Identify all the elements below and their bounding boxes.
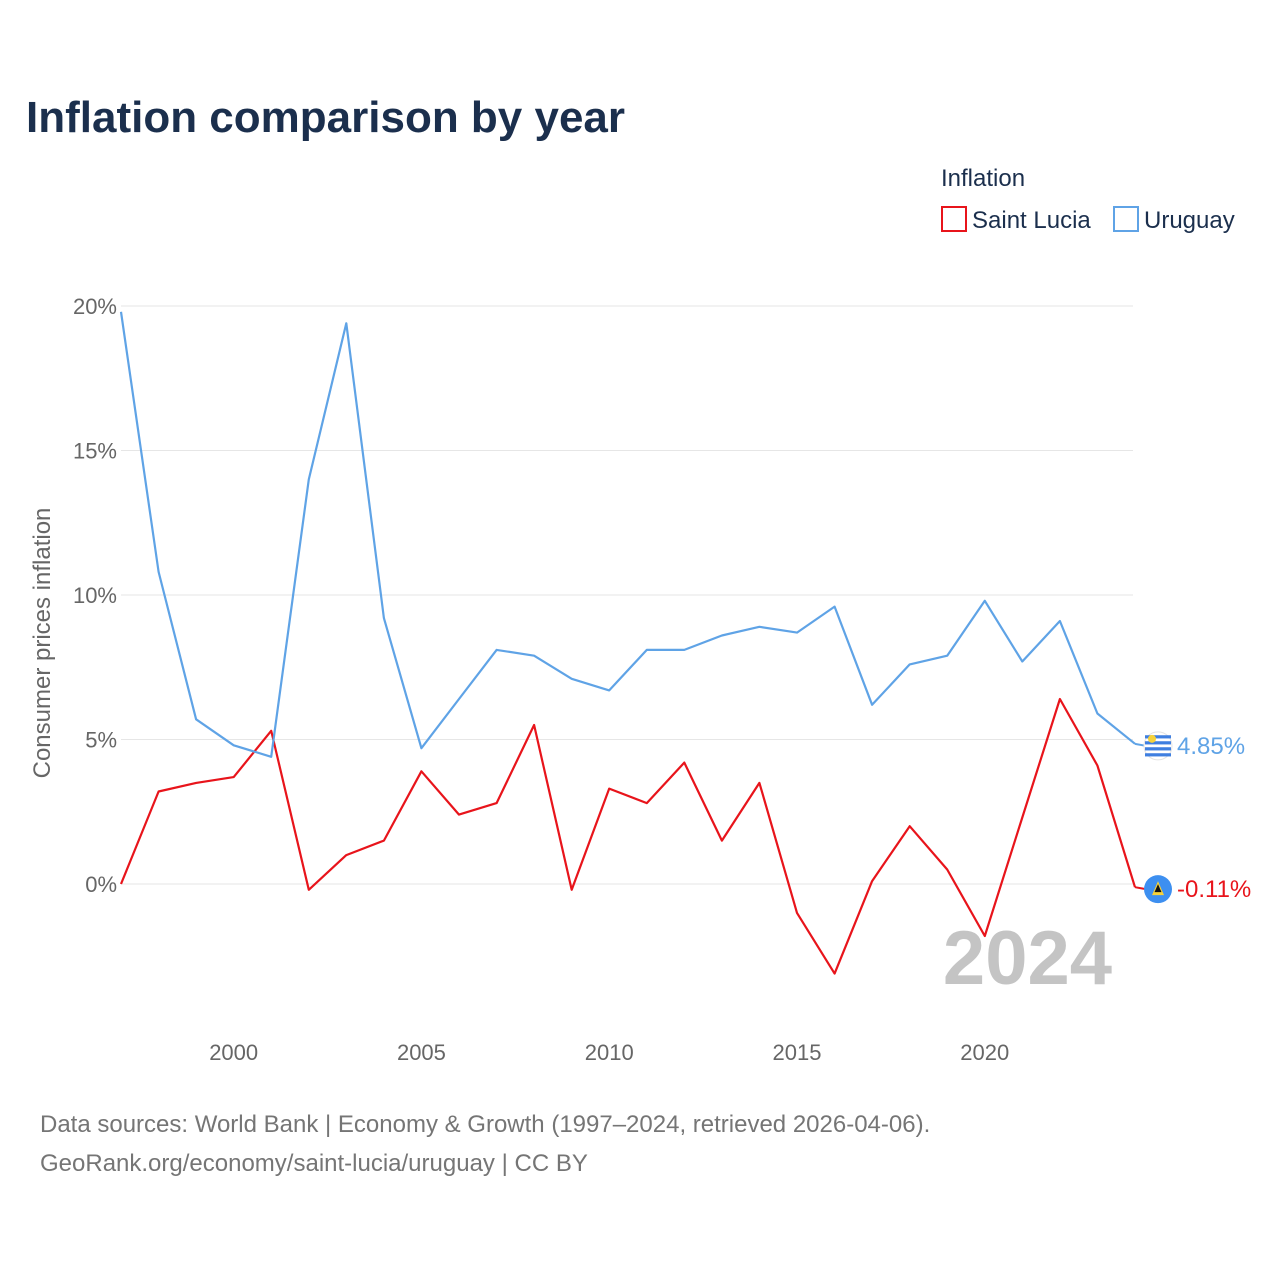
flag-stripe [1145,753,1171,757]
x-tick-label: 2015 [773,1040,822,1065]
year-watermark: 2024 [943,916,1112,1001]
x-tick-label: 2010 [585,1040,634,1065]
flag-triangle-black [1154,884,1162,893]
uruguay-flag-icon [1143,731,1173,761]
flag-stripe [1145,747,1171,751]
legend-label-saint-lucia: Saint Lucia [972,207,1091,234]
y-tick-label: 20% [73,294,117,319]
series-line-saint-lucia [119,697,1137,975]
y-tick-label: 5% [85,728,117,753]
y-axis-ticks: 0% 5% 10% 15% 20% [73,294,117,897]
x-tick-label: 2005 [397,1040,446,1065]
x-axis-ticks: 2000 2005 2010 2015 2020 [209,1040,1009,1065]
end-label-uruguay: 4.85% [1177,733,1245,760]
legend-swatch-saint-lucia [941,206,967,232]
y-tick-label: 15% [73,439,117,464]
series [119,311,1137,975]
chart-title: Inflation comparison by year [26,93,625,142]
end-label-saint-lucia: -0.11% [1177,876,1251,903]
legend-label-uruguay: Uruguay [1144,207,1235,234]
legend-title: Inflation [941,165,1025,192]
flag-sun [1148,734,1156,743]
end-labels: -0.11% 4.85% [1134,731,1251,904]
series-line-uruguay [119,311,1136,758]
flag-stripe [1145,735,1171,739]
legend: Inflation Saint Lucia Uruguay [941,165,1235,234]
legend-swatch-uruguay [1113,206,1139,232]
y-tick-label: 10% [73,583,117,608]
x-tick-label: 2020 [960,1040,1009,1065]
source-line: Data sources: World Bank | Economy & Gro… [40,1111,930,1138]
saint-lucia-flag-icon [1144,875,1172,904]
grid [121,305,1133,885]
flag-stripe [1145,741,1171,745]
y-tick-label: 0% [85,872,117,897]
y-axis-title: Consumer prices inflation [29,508,56,779]
x-tick-label: 2000 [209,1040,258,1065]
credit-line: GeoRank.org/economy/saint-lucia/uruguay … [40,1150,588,1177]
